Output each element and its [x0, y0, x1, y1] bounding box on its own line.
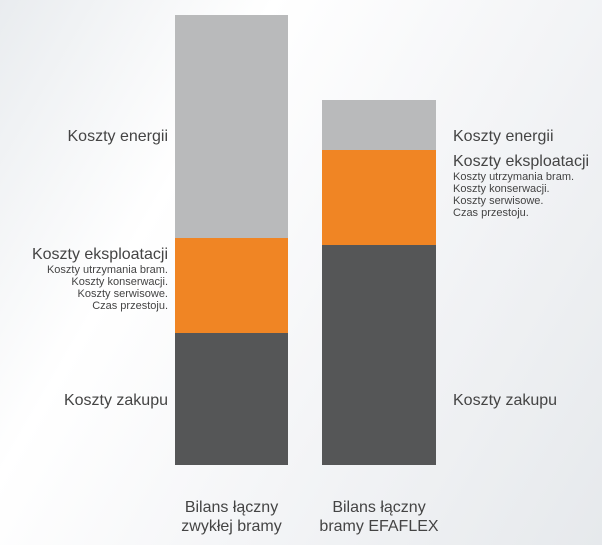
- bar-segment: [175, 238, 288, 333]
- segment-label: Koszty zakupu: [64, 392, 168, 410]
- segment-label: Koszty energii: [453, 128, 554, 146]
- segment-label: Koszty energii: [68, 128, 169, 146]
- series-detail: Koszty utrzymania bram.: [453, 171, 589, 183]
- category-label: Bilans łączny zwykłej bramy: [162, 498, 302, 536]
- series-name: Koszty eksploatacji: [453, 153, 589, 171]
- series-name: Koszty energii: [453, 128, 554, 146]
- series-detail: Czas przestoju.: [32, 300, 168, 312]
- segment-label: Koszty zakupu: [453, 392, 557, 410]
- page: Koszty zakupuKoszty eksploatacjiKoszty u…: [0, 0, 602, 545]
- bar-segment: [322, 150, 436, 245]
- series-name: Koszty zakupu: [64, 392, 168, 410]
- series-detail: Koszty utrzymania bram.: [32, 264, 168, 276]
- bar-segment: [322, 245, 436, 465]
- series-name: Koszty eksploatacji: [32, 246, 168, 264]
- series-detail: Czas przestoju.: [453, 207, 589, 219]
- bar-segment: [322, 100, 436, 150]
- series-name: Koszty zakupu: [453, 392, 557, 410]
- series-detail: Koszty konserwacji.: [453, 183, 589, 195]
- bar-segment: [175, 15, 288, 238]
- series-detail: Koszty serwisowe.: [32, 288, 168, 300]
- bar-segment: [175, 333, 288, 465]
- series-detail: Koszty serwisowe.: [453, 195, 589, 207]
- category-label: Bilans łączny bramy EFAFLEX: [309, 498, 449, 536]
- series-name: Koszty energii: [68, 128, 169, 146]
- series-detail: Koszty konserwacji.: [32, 276, 168, 288]
